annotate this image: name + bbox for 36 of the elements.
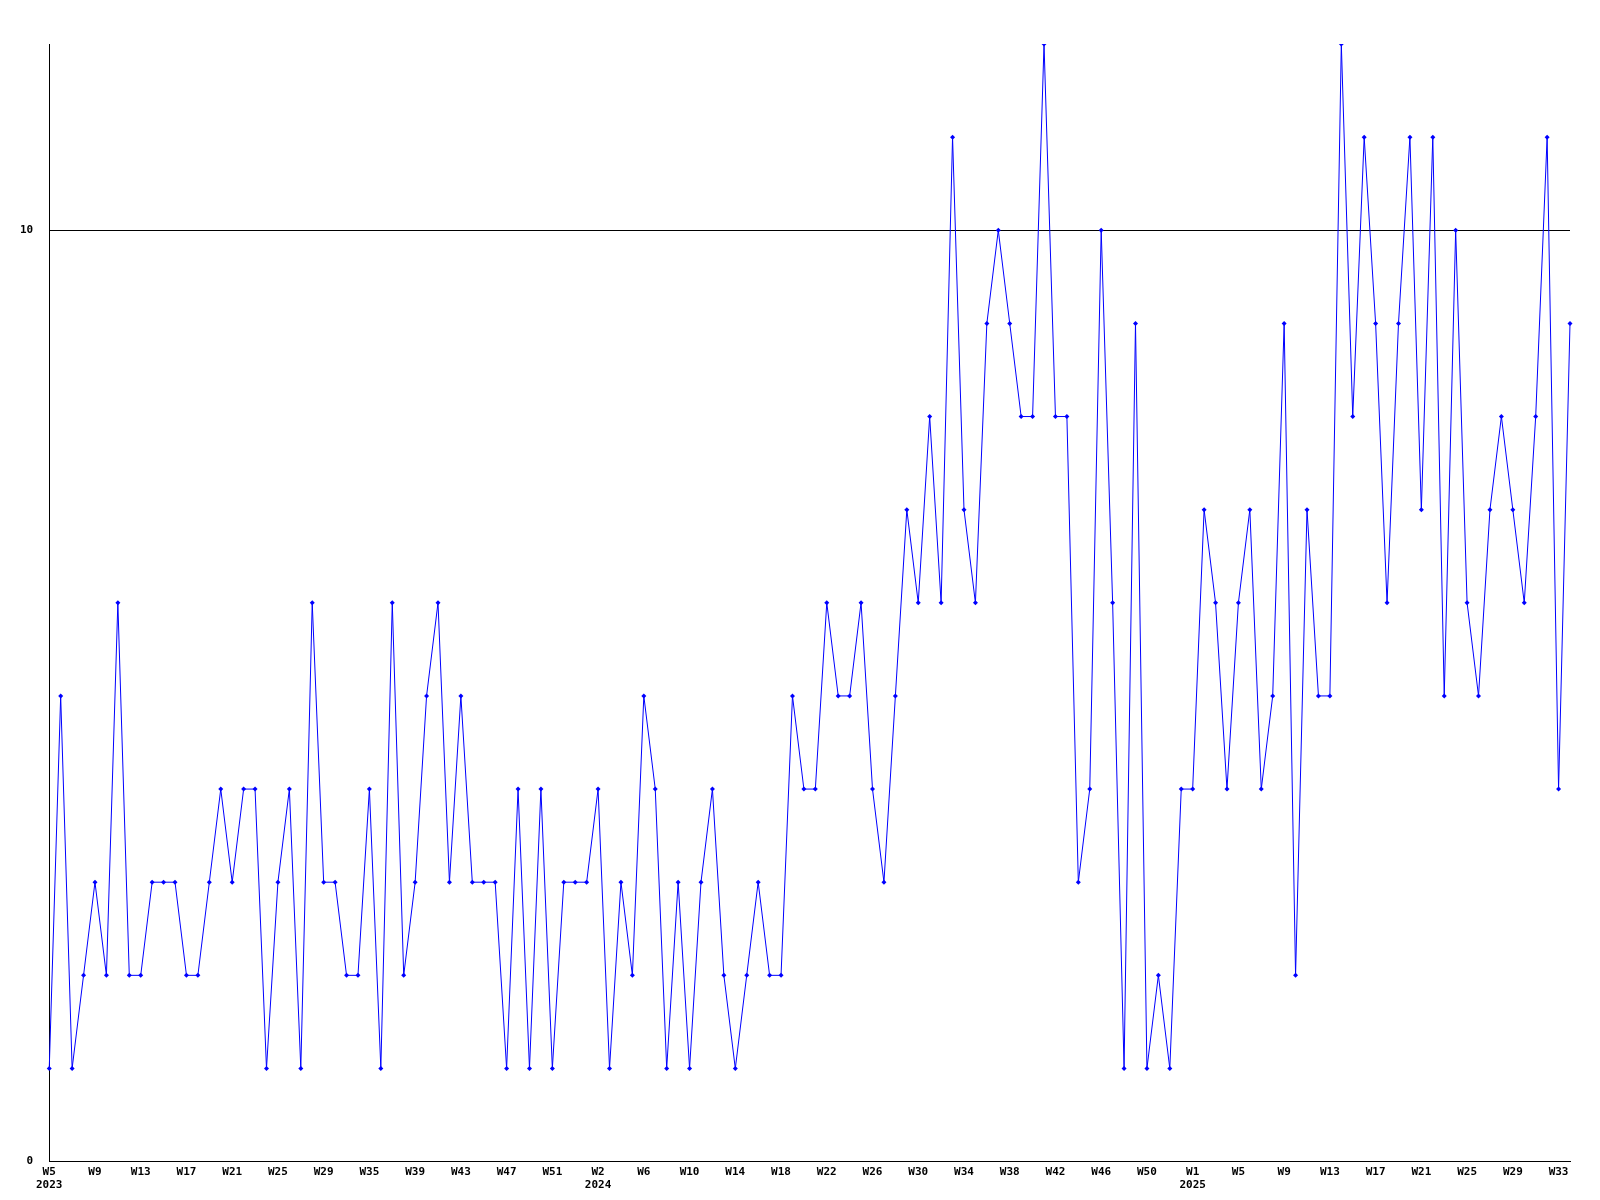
x-tick-label: W14 xyxy=(725,1165,746,1179)
x-tick-label: W17 xyxy=(1365,1165,1386,1179)
x-tick-label: W10 xyxy=(679,1165,700,1179)
x-tick-label: W43 xyxy=(450,1165,471,1179)
x-tick-label: W5 xyxy=(1231,1165,1246,1179)
x-tick-label: W1 2025 xyxy=(1179,1165,1206,1192)
y-tick-label: 10 xyxy=(20,223,34,237)
x-tick-label: W2 2024 xyxy=(584,1165,612,1192)
x-tick-label: W29 xyxy=(1502,1165,1523,1179)
x-tick-label: W13 xyxy=(130,1165,151,1179)
x-tick-label: W21 xyxy=(222,1165,243,1179)
x-tick-label: W33 xyxy=(1548,1165,1569,1179)
x-tick-label: W26 xyxy=(862,1165,883,1179)
x-tick-label: W35 xyxy=(359,1165,380,1179)
x-tick-label: W30 xyxy=(908,1165,929,1179)
x-tick-label: W29 xyxy=(313,1165,334,1179)
x-tick-label: W25 xyxy=(1457,1165,1478,1179)
x-tick-label: W25 xyxy=(267,1165,288,1179)
x-tick-label: W17 xyxy=(176,1165,197,1179)
x-tick-label: W22 xyxy=(816,1165,837,1179)
x-tick-label: W6 xyxy=(637,1165,651,1179)
x-tick-label: W38 xyxy=(999,1165,1020,1179)
x-tick-label: W51 xyxy=(542,1165,563,1179)
y-tick-label: 0 xyxy=(26,1154,34,1168)
x-tick-label: W18 xyxy=(771,1165,791,1179)
x-tick-label: W9 xyxy=(1277,1165,1291,1179)
x-tick-label: W47 xyxy=(496,1165,517,1179)
x-tick-label: W5 2023 xyxy=(36,1165,63,1192)
x-tick-label: W42 xyxy=(1045,1165,1066,1179)
x-tick-label: W21 xyxy=(1411,1165,1432,1179)
x-tick-label: W46 xyxy=(1091,1165,1112,1179)
x-tick-label: W34 xyxy=(954,1165,975,1179)
x-tick-label: W13 xyxy=(1319,1165,1340,1179)
x-tick-label: W39 xyxy=(405,1165,426,1179)
x-tick-label: W9 xyxy=(88,1165,102,1179)
x-tick-label: W50 xyxy=(1137,1165,1157,1179)
